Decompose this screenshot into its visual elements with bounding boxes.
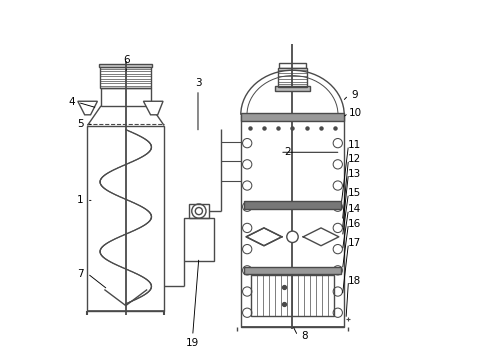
Bar	[100, 67, 151, 88]
Text: 2: 2	[284, 147, 291, 157]
Text: 12: 12	[348, 154, 361, 164]
Text: 6: 6	[123, 54, 130, 64]
Bar	[189, 204, 209, 218]
Text: 9: 9	[352, 90, 358, 100]
Text: 19: 19	[186, 338, 199, 348]
Bar	[241, 113, 344, 121]
Bar	[87, 126, 164, 311]
Text: 1: 1	[77, 195, 84, 205]
Text: 15: 15	[348, 188, 361, 198]
Text: 16: 16	[348, 219, 361, 228]
Polygon shape	[78, 101, 98, 115]
Polygon shape	[246, 228, 282, 246]
Bar	[275, 86, 310, 91]
Bar	[251, 275, 334, 316]
Bar	[184, 218, 214, 261]
Bar	[241, 115, 344, 327]
Text: 5: 5	[77, 119, 84, 129]
Text: 7: 7	[77, 268, 84, 279]
Bar	[244, 201, 341, 209]
Bar	[101, 88, 151, 106]
Text: 4: 4	[68, 97, 75, 107]
Bar	[244, 267, 341, 274]
Text: 3: 3	[195, 78, 201, 88]
Polygon shape	[303, 228, 339, 246]
Text: 13: 13	[348, 169, 361, 179]
Text: 17: 17	[348, 238, 361, 248]
Text: 10: 10	[348, 108, 361, 118]
Text: 14: 14	[348, 204, 361, 214]
Text: 11: 11	[348, 140, 361, 150]
Polygon shape	[143, 101, 163, 115]
Bar	[279, 63, 306, 68]
Bar	[99, 64, 152, 67]
Text: 18: 18	[348, 276, 361, 286]
Circle shape	[287, 231, 298, 242]
Text: 8: 8	[302, 331, 308, 341]
Bar	[278, 68, 307, 87]
